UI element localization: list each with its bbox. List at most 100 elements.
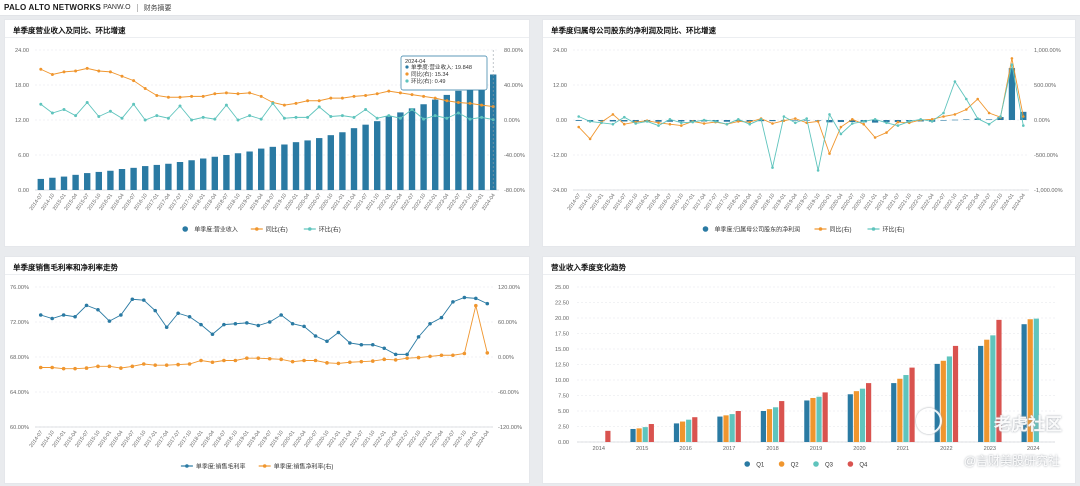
net-profit-chart[interactable]: -24.00 -12.00 0.00 12.00 24.00 -1,000.00% -500…	[543, 20, 1077, 248]
data-point	[668, 118, 672, 121]
data-point	[290, 321, 295, 326]
data-point	[256, 356, 261, 360]
panel-title: 单季度归属母公司股东的净利润及同比、环比增速	[551, 26, 716, 35]
section-title[interactable]: 财务摘要	[143, 4, 172, 12]
left-tick-label: 76.00%	[10, 285, 29, 291]
tooltip-marker	[405, 79, 409, 83]
series-line	[40, 67, 494, 108]
tooltip-row: 单季度:营业收入: 19.848	[411, 63, 472, 71]
bar	[666, 120, 674, 122]
data-point	[74, 114, 78, 118]
tooltip-box	[400, 55, 488, 91]
title-divider	[5, 37, 529, 38]
bar	[769, 120, 776, 122]
legend-label: 单季度:归属母公司股东的净利润	[715, 226, 801, 234]
right-tick-label: -80.00%	[504, 188, 525, 194]
data-point	[416, 335, 421, 339]
data-point	[930, 120, 934, 123]
data-point	[375, 116, 379, 120]
bar	[985, 119, 993, 121]
data-point	[794, 121, 797, 125]
right-tick-label: 0.00%	[504, 118, 520, 124]
data-point	[680, 121, 683, 125]
bar	[760, 411, 766, 442]
bar	[118, 169, 126, 190]
data-point	[393, 352, 398, 357]
bar	[779, 401, 785, 442]
data-point	[851, 118, 854, 121]
bar	[952, 345, 959, 442]
data-point	[398, 116, 402, 120]
data-point	[39, 102, 43, 106]
y-tick-label: 15.00	[555, 347, 569, 353]
data-point	[714, 120, 717, 123]
right-tick-label: 0.00%	[498, 355, 514, 361]
data-point	[259, 94, 263, 98]
y-tick-label: 0.00	[558, 440, 569, 446]
data-point	[256, 323, 261, 328]
legend-marker	[847, 461, 854, 467]
data-point	[439, 353, 444, 358]
data-point	[153, 308, 158, 313]
data-point	[97, 69, 101, 73]
data-point	[294, 101, 298, 105]
data-point	[166, 116, 170, 120]
y-tick-label: 20.00	[555, 316, 569, 322]
data-point	[155, 94, 159, 97]
right-tick-label: 60.00%	[498, 320, 517, 326]
bar	[258, 148, 265, 190]
data-point	[976, 117, 979, 120]
data-point	[456, 101, 460, 104]
data-point	[199, 358, 203, 363]
series-line	[578, 64, 1024, 171]
left-tick-label: -24.00	[551, 188, 567, 194]
revenue-chart[interactable]: 0.00 6.00 12.00 18.00 24.00 -80.00% -40.00% 0.0…	[5, 20, 531, 248]
bar	[1033, 318, 1039, 442]
data-point	[965, 97, 968, 101]
data-point	[805, 117, 808, 120]
bar	[729, 414, 735, 442]
data-point	[474, 303, 478, 308]
margin-chart[interactable]: 60.00% 64.00% 68.00% 72.00% 76.00% -120.00% -6…	[5, 257, 531, 485]
x-tick-label: 2024	[1027, 446, 1039, 452]
quarterly-revenue-chart[interactable]: 0.00 2.50 5.00 7.50 10.00 12.50 15.00 17.50 20.0…	[543, 257, 1077, 485]
data-point	[120, 74, 124, 78]
legend-marker	[185, 464, 189, 468]
data-point	[39, 67, 43, 71]
bar	[997, 117, 1004, 120]
legend-marker	[702, 226, 709, 232]
data-point	[382, 357, 387, 362]
data-point	[282, 103, 286, 107]
data-point	[325, 361, 329, 365]
data-point	[108, 70, 112, 74]
left-tick-label: 0.00	[18, 188, 29, 194]
data-point	[828, 152, 831, 155]
data-point	[267, 320, 272, 324]
bar	[609, 120, 617, 122]
data-point	[329, 96, 333, 100]
bar	[847, 394, 853, 442]
data-point	[645, 120, 649, 123]
data-point	[143, 118, 147, 122]
legend-marker	[182, 226, 188, 232]
bar	[951, 119, 959, 121]
data-point	[317, 105, 321, 109]
data-point	[577, 125, 580, 129]
bar	[408, 108, 416, 190]
data-point	[422, 94, 426, 98]
data-point	[480, 115, 484, 119]
y-tick-label: 22.50	[555, 301, 569, 307]
legend-label: 单季度:销售净利率(右)	[274, 463, 334, 471]
bar	[735, 411, 741, 442]
left-tick-label: 24.00	[15, 48, 29, 54]
bar	[234, 153, 242, 190]
data-point	[141, 298, 146, 302]
bar	[142, 166, 149, 190]
data-point	[987, 111, 991, 115]
data-point	[485, 351, 490, 355]
data-point	[468, 117, 472, 121]
data-point	[387, 89, 391, 93]
title-divider	[5, 274, 529, 275]
tooltip-row: 同比(右): 15.34	[411, 70, 449, 78]
data-point	[1010, 57, 1014, 60]
